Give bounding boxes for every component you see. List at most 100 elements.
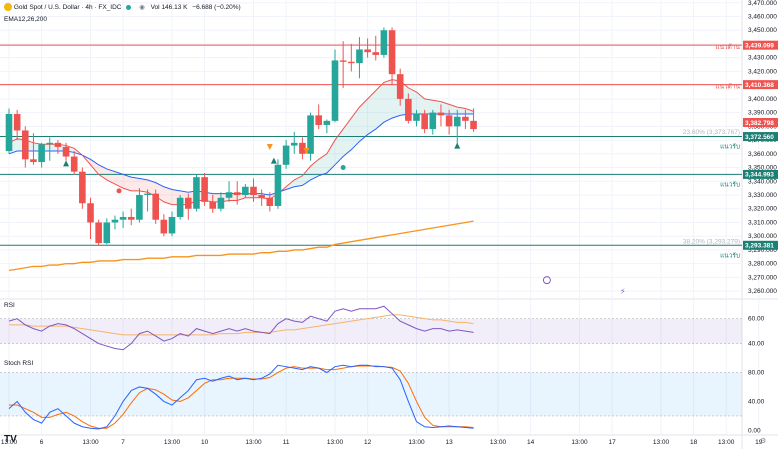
- ema-cloud-segment: [131, 177, 140, 191]
- ema-cloud-segment: [465, 108, 474, 114]
- rsi-tick-label: 60.00: [748, 316, 765, 323]
- price-tag-label: 3,410.368: [745, 82, 774, 89]
- candle-body: [95, 222, 102, 244]
- stoch-tick-label: 40.00: [748, 398, 765, 405]
- currency-icon: [4, 3, 12, 12]
- candle-body: [233, 192, 241, 196]
- candle-body: [46, 142, 54, 145]
- price-tick-label: 3,350.000: [748, 165, 777, 172]
- candle-body: [168, 216, 176, 234]
- price-tick-label: 3,340.000: [748, 178, 777, 185]
- lightning-marker: [542, 276, 551, 285]
- ema-lines: [8, 79, 474, 272]
- price-tick-label: 3,320.000: [748, 206, 777, 213]
- rsi-line: [8, 305, 474, 351]
- ema-cloud-segment: [139, 178, 148, 193]
- candle-body: [79, 171, 86, 204]
- candle-body: [266, 197, 274, 206]
- candle-body: [127, 216, 135, 220]
- level-zone-label: แนวรับ: [720, 251, 740, 259]
- candle-body: [388, 30, 396, 75]
- candles[interactable]: [5, 27, 477, 246]
- time-tick-label: 12: [364, 439, 372, 446]
- time-tick-label: 13:00: [1, 439, 18, 446]
- stoch-d-line: [9, 365, 474, 429]
- price-tag-label: 3,293.381: [745, 243, 774, 250]
- price-tag-bg: [743, 80, 778, 90]
- candle-body: [372, 52, 380, 55]
- ema-cloud-segment: [359, 98, 368, 142]
- price-tag-label: 3,344.993: [745, 172, 774, 179]
- time-tick-label: 17: [608, 439, 616, 446]
- price-tag-label: 3,382.798: [745, 120, 774, 127]
- price-tick-label: 3,310.000: [748, 219, 777, 226]
- ema-cloud-segment: [343, 118, 352, 157]
- ema-cloud-segment: [302, 166, 311, 186]
- sell-signal-marker: [266, 143, 273, 150]
- visibility-icon[interactable]: ◉: [139, 4, 145, 11]
- candle-body: [331, 60, 339, 121]
- settings-gear-icon[interactable]: ⚙: [760, 438, 767, 445]
- candle-body: [201, 177, 208, 202]
- time-tick-label: 13:00: [327, 439, 344, 446]
- candle-body: [242, 186, 249, 196]
- buy-signal-marker: [270, 157, 277, 164]
- price-tick-label: 3,450.000: [748, 27, 777, 34]
- price-tick-label: 3,460.000: [748, 13, 777, 20]
- ema-cloud-segment: [440, 101, 450, 114]
- stoch-tick-label: 80.00: [748, 369, 765, 376]
- ema-cloud-segment: [106, 168, 115, 185]
- candle-body: [176, 197, 184, 217]
- candle-body: [193, 177, 200, 209]
- time-tick-label: 13: [445, 439, 453, 446]
- signal-markers: [63, 142, 551, 285]
- candle-body: [258, 195, 265, 198]
- tradingview-logo-icon: TV: [4, 434, 17, 445]
- signal-dot: [340, 165, 346, 171]
- volume-value: 146.13 K: [161, 4, 188, 11]
- candle-body: [119, 216, 127, 220]
- candle-body: [70, 156, 78, 172]
- ema-cloud-segment: [367, 90, 376, 135]
- candle-body: [209, 201, 217, 209]
- price-tick-label: 3,470.000: [748, 0, 777, 7]
- time-tick-label: 18: [690, 439, 698, 446]
- price-tag-bg: [743, 132, 778, 142]
- price-tick-label: 3,330.000: [748, 192, 777, 199]
- indicator-legend[interactable]: EMA12,26,200: [4, 16, 47, 23]
- candle-body: [396, 74, 404, 99]
- time-tick-label: 13:00: [164, 439, 181, 446]
- candle-body: [22, 130, 29, 160]
- candle-body: [185, 197, 192, 209]
- ema-cloud-segment: [424, 98, 433, 114]
- volume-label: Vol: [150, 4, 160, 11]
- symbol-header[interactable]: Gold Spot / U.S. Dollar · 4h · FX_IDC ◉ …: [4, 3, 241, 12]
- price-axis[interactable]: 3,470.0003,460.0003,450.0003,440.0003,43…: [748, 0, 777, 434]
- candle-body: [5, 113, 13, 152]
- candle-body: [307, 115, 314, 154]
- ema-cloud-segment: [432, 100, 441, 114]
- price-tick-label: 3,360.000: [748, 151, 777, 158]
- candle-body: [429, 112, 437, 130]
- ema-cloud-segment: [147, 179, 156, 197]
- ema-cloud-segment: [90, 159, 99, 175]
- candle-body: [470, 120, 477, 130]
- pane-title: RSI: [4, 302, 15, 309]
- ema200-line: [8, 220, 474, 272]
- stoch-tick-label: 0.00: [748, 427, 761, 434]
- time-axis[interactable]: 13:00 6 13:00 7 13:00 10 13:00 11 13:00 12 13:00 13…: [1, 439, 778, 446]
- price-tick-label: 3,420.000: [748, 68, 777, 75]
- candle-body: [225, 192, 233, 198]
- ema26-line: [8, 113, 474, 196]
- level-zone-label: แนวรับ: [720, 180, 740, 188]
- candle-body: [462, 116, 469, 121]
- price-tick-label: 3,290.000: [748, 247, 777, 254]
- ema-cloud-segment: [351, 107, 360, 150]
- ema-legend-label: EMA12,26,200: [4, 16, 48, 23]
- price-tick-label: 3,390.000: [748, 110, 777, 117]
- candle-body: [38, 144, 45, 163]
- candle-body: [405, 98, 412, 121]
- lightning-icon[interactable]: ⚡: [620, 287, 626, 296]
